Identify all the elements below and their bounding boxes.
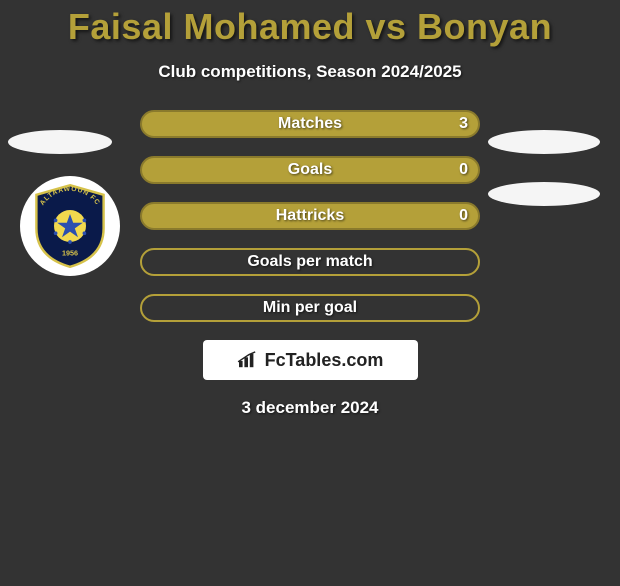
stat-label: Goals per match <box>247 253 372 271</box>
snapshot-date: 3 december 2024 <box>0 398 620 418</box>
stat-row: Hattricks 0 <box>140 202 480 230</box>
player-right-photo-placeholder-1 <box>488 130 600 154</box>
stat-value-right: 3 <box>459 115 468 133</box>
svg-text:1956: 1956 <box>62 249 78 258</box>
stat-label: Min per goal <box>263 299 357 317</box>
stat-row: Goals per match <box>140 248 480 276</box>
stat-row: Min per goal <box>140 294 480 322</box>
branding-badge: FcTables.com <box>203 340 418 380</box>
stat-row: Goals 0 <box>140 156 480 184</box>
player-left-photo-placeholder <box>8 130 112 154</box>
stat-row: Matches 3 <box>140 110 480 138</box>
stat-value-right: 0 <box>459 207 468 225</box>
page-subtitle: Club competitions, Season 2024/2025 <box>0 62 620 82</box>
branding-text: FcTables.com <box>265 350 384 371</box>
stat-label: Matches <box>278 115 342 133</box>
club-shield-icon: ALTAAWOUN FC 1956 <box>30 182 110 270</box>
club-badge: ALTAAWOUN FC 1956 <box>20 176 120 276</box>
stat-value-right: 0 <box>459 161 468 179</box>
page-title: Faisal Mohamed vs Bonyan <box>0 6 620 48</box>
bar-chart-icon <box>237 351 259 369</box>
stat-label: Goals <box>288 161 332 179</box>
stat-label: Hattricks <box>276 207 344 225</box>
player-right-photo-placeholder-2 <box>488 182 600 206</box>
